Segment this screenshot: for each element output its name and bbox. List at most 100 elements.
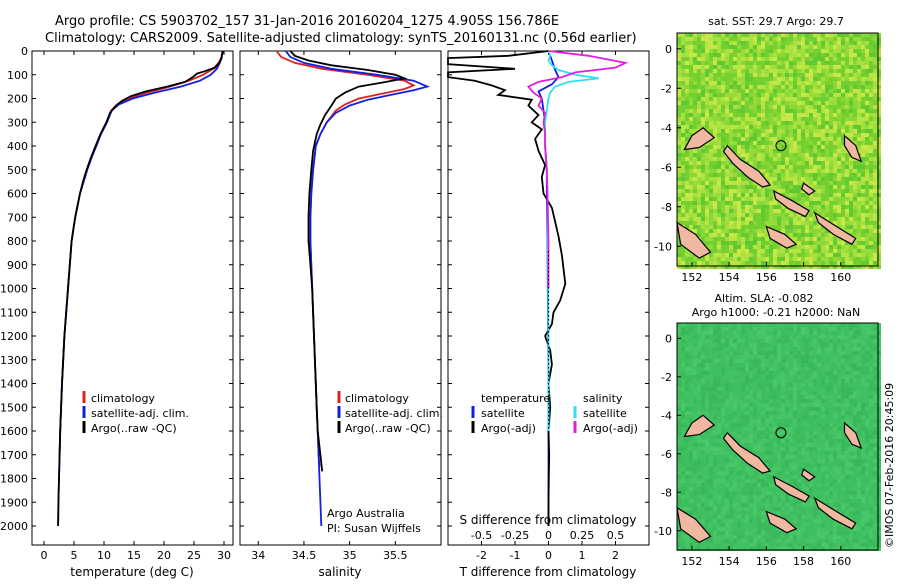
map-cell bbox=[685, 137, 689, 141]
map-cell bbox=[861, 395, 865, 399]
map-cell bbox=[805, 153, 809, 157]
map-cell bbox=[861, 77, 865, 81]
map-cell bbox=[717, 415, 721, 419]
map-cell bbox=[745, 261, 749, 265]
map-cell bbox=[793, 193, 797, 197]
map-cell bbox=[865, 359, 869, 363]
map-cell bbox=[869, 41, 873, 45]
map-cell bbox=[721, 347, 725, 351]
map-cell bbox=[821, 53, 825, 57]
map-cell bbox=[825, 399, 829, 403]
map-cell bbox=[845, 323, 849, 327]
map-cell bbox=[861, 415, 865, 419]
map-cell bbox=[705, 359, 709, 363]
map-cell bbox=[817, 407, 821, 411]
map-cell bbox=[857, 355, 861, 359]
map-cell bbox=[785, 391, 789, 395]
map-cell bbox=[721, 411, 725, 415]
map-cell bbox=[821, 69, 825, 73]
map-cell bbox=[789, 351, 793, 355]
map-cell bbox=[869, 53, 873, 57]
map-cell bbox=[725, 213, 729, 217]
map-cell bbox=[801, 141, 805, 145]
map-cell bbox=[845, 375, 849, 379]
map-cell bbox=[857, 423, 861, 427]
map-cell bbox=[873, 367, 877, 371]
map-cell bbox=[789, 165, 793, 169]
map-cell bbox=[769, 407, 773, 411]
depth-tick-label: 400 bbox=[7, 140, 28, 153]
map-cell bbox=[717, 439, 721, 443]
map-cell bbox=[685, 351, 689, 355]
map-cell bbox=[729, 193, 733, 197]
map-cell bbox=[737, 213, 741, 217]
map-cell bbox=[701, 177, 705, 181]
map-cell bbox=[817, 93, 821, 97]
map-cell bbox=[809, 233, 813, 237]
map-cell bbox=[841, 415, 845, 419]
map-cell bbox=[721, 387, 725, 391]
map-cell bbox=[829, 411, 833, 415]
map-cell bbox=[709, 61, 713, 65]
map-cell bbox=[753, 193, 757, 197]
map-cell bbox=[769, 53, 773, 57]
map-cell bbox=[861, 145, 865, 149]
map-cell bbox=[677, 411, 681, 415]
map-cell bbox=[857, 383, 861, 387]
map-cell bbox=[729, 253, 733, 257]
map-cell bbox=[749, 161, 753, 165]
map-cell bbox=[725, 133, 729, 137]
map-cell bbox=[721, 137, 725, 141]
map-cell bbox=[713, 109, 717, 113]
map-cell bbox=[813, 177, 817, 181]
map-cell bbox=[865, 205, 869, 209]
map-cell bbox=[857, 427, 861, 431]
map-cell bbox=[773, 73, 777, 77]
map-cell bbox=[809, 153, 813, 157]
map-cell bbox=[741, 57, 745, 61]
map-cell bbox=[705, 197, 709, 201]
map-cell bbox=[825, 443, 829, 447]
map-cell bbox=[685, 403, 689, 407]
map-cell bbox=[781, 225, 785, 229]
map-cell bbox=[861, 97, 865, 101]
map-cell bbox=[837, 45, 841, 49]
map-cell bbox=[697, 375, 701, 379]
map-cell bbox=[685, 105, 689, 109]
map-cell bbox=[721, 65, 725, 69]
map-cell bbox=[793, 339, 797, 343]
map-cell bbox=[829, 407, 833, 411]
map-cell bbox=[857, 109, 861, 113]
map-cell bbox=[697, 221, 701, 225]
map-cell bbox=[865, 85, 869, 89]
map-cell bbox=[865, 371, 869, 375]
map-cell bbox=[797, 77, 801, 81]
map-cell bbox=[773, 169, 777, 173]
map-cell bbox=[861, 37, 865, 41]
map-cell bbox=[717, 81, 721, 85]
map-cell bbox=[801, 327, 805, 331]
map-cell bbox=[841, 129, 845, 133]
map-cell bbox=[869, 213, 873, 217]
map-cell bbox=[821, 81, 825, 85]
map-cell bbox=[865, 427, 869, 431]
map-cell bbox=[805, 431, 809, 435]
map-cell bbox=[833, 249, 837, 253]
map-cell bbox=[761, 427, 765, 431]
map-cell bbox=[837, 435, 841, 439]
map-cell bbox=[825, 245, 829, 249]
map-cell bbox=[765, 145, 769, 149]
map-cell bbox=[853, 169, 857, 173]
map-cell bbox=[737, 359, 741, 363]
map-cell bbox=[813, 347, 817, 351]
map-cell bbox=[873, 33, 877, 37]
map-cell bbox=[725, 217, 729, 221]
map-cell bbox=[757, 117, 761, 121]
map-cell bbox=[809, 351, 813, 355]
map-cell bbox=[721, 339, 725, 343]
map-cell bbox=[833, 415, 837, 419]
map-cell bbox=[741, 89, 745, 93]
map-cell bbox=[745, 117, 749, 121]
map-cell bbox=[797, 81, 801, 85]
map-cell bbox=[781, 37, 785, 41]
